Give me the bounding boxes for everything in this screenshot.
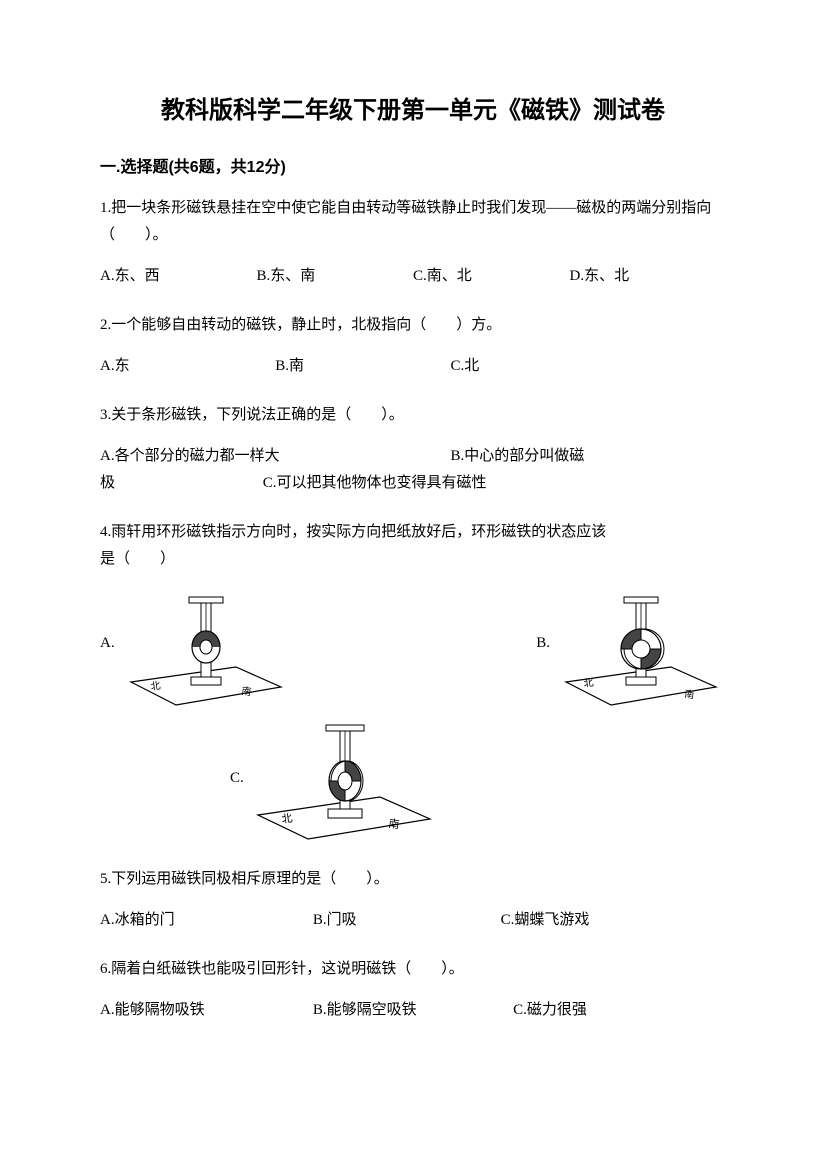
q1-option-c: C.南、北 [413, 263, 570, 290]
q1-options: A.东、西 B.东、南 C.南、北 D.东、北 [100, 263, 726, 290]
q6-option-c: C.磁力很强 [513, 997, 701, 1024]
q6-options: A.能够隔物吸铁 B.能够隔空吸铁 C.磁力很强 [100, 997, 726, 1024]
q1-stem: 1.把一块条形磁铁悬挂在空中使它能自由转动等磁铁静止时我们发现——磁极的两端分别… [100, 195, 726, 249]
q6-option-a: A.能够隔物吸铁 [100, 997, 313, 1024]
q5-options: A.冰箱的门 B.门吸 C.蝴蝶飞游戏 [100, 907, 726, 934]
q4-stem: 4.雨轩用环形磁铁指示方向时，按实际方向把纸放好后，环形磁铁的状态应该 [100, 519, 726, 546]
q6-option-b: B.能够隔空吸铁 [313, 997, 513, 1024]
q3-option-c: C.可以把其他物体也变得具有磁性 [263, 470, 487, 497]
question-4: 4.雨轩用环形磁铁指示方向时，按实际方向把纸放好后，环形磁铁的状态应该 是（ ）… [100, 519, 726, 842]
svg-text:南: 南 [387, 817, 400, 831]
question-3: 3.关于条形磁铁，下列说法正确的是（ ）。 A.各个部分的磁力都一样大 B.中心… [100, 402, 726, 497]
q4-option-b-label: B. [536, 630, 550, 707]
q1-option-d: D.东、北 [570, 263, 727, 290]
q6-stem: 6.隔着白纸磁铁也能吸引回形针，这说明磁铁（ ）。 [100, 956, 726, 983]
q4-stem2: 是（ ） [100, 546, 726, 573]
q3-option-b: B.中心的部分叫做磁 [451, 443, 585, 470]
question-5: 5.下列运用磁铁同极相斥原理的是（ ）。 A.冰箱的门 B.门吸 C.蝴蝶飞游戏 [100, 866, 726, 934]
ring-magnet-diagram-c-icon: 北 南 [250, 717, 440, 842]
q5-option-a: A.冰箱的门 [100, 907, 313, 934]
ring-magnet-diagram-a-icon: 北 南 [121, 587, 291, 707]
question-2: 2.一个能够自由转动的磁铁，静止时，北极指向（ ）方。 A.东 B.南 C.北 [100, 312, 726, 380]
svg-text:北: 北 [149, 680, 161, 693]
exam-page: 教科版科学二年级下册第一单元《磁铁》测试卷 一.选择题(共6题，共12分) 1.… [0, 0, 826, 1106]
q4-option-c-label: C. [230, 765, 244, 842]
q5-option-c: C.蝴蝶飞游戏 [501, 907, 689, 934]
q5-option-b: B.门吸 [313, 907, 501, 934]
q2-options: A.东 B.南 C.北 [100, 353, 726, 380]
svg-text:北: 北 [280, 812, 293, 826]
ring-magnet-diagram-b-icon: 北 南 [556, 587, 726, 707]
q2-option-b: B.南 [275, 353, 450, 380]
q3-options: A.各个部分的磁力都一样大 B.中心的部分叫做磁 极 C.可以把其他物体也变得具… [100, 443, 726, 497]
q4-option-a-label: A. [100, 630, 115, 707]
question-1: 1.把一块条形磁铁悬挂在空中使它能自由转动等磁铁静止时我们发现——磁极的两端分别… [100, 195, 726, 290]
q2-stem: 2.一个能够自由转动的磁铁，静止时，北极指向（ ）方。 [100, 312, 726, 339]
section-header-1: 一.选择题(共6题，共12分) [100, 153, 726, 177]
q3-option-a: A.各个部分的磁力都一样大 [100, 443, 451, 470]
q2-option-a: A.东 [100, 353, 275, 380]
page-title: 教科版科学二年级下册第一单元《磁铁》测试卷 [100, 90, 726, 125]
q1-option-b: B.东、南 [257, 263, 414, 290]
svg-text:北: 北 [583, 677, 595, 690]
q2-option-c: C.北 [451, 353, 626, 380]
q3-option-b-cont: 极 [100, 470, 263, 497]
q3-stem: 3.关于条形磁铁，下列说法正确的是（ ）。 [100, 402, 726, 429]
q5-stem: 5.下列运用磁铁同极相斥原理的是（ ）。 [100, 866, 726, 893]
question-6: 6.隔着白纸磁铁也能吸引回形针，这说明磁铁（ ）。 A.能够隔物吸铁 B.能够隔… [100, 956, 726, 1024]
q1-option-a: A.东、西 [100, 263, 257, 290]
q4-images: A. 北 南 B. [100, 587, 726, 842]
